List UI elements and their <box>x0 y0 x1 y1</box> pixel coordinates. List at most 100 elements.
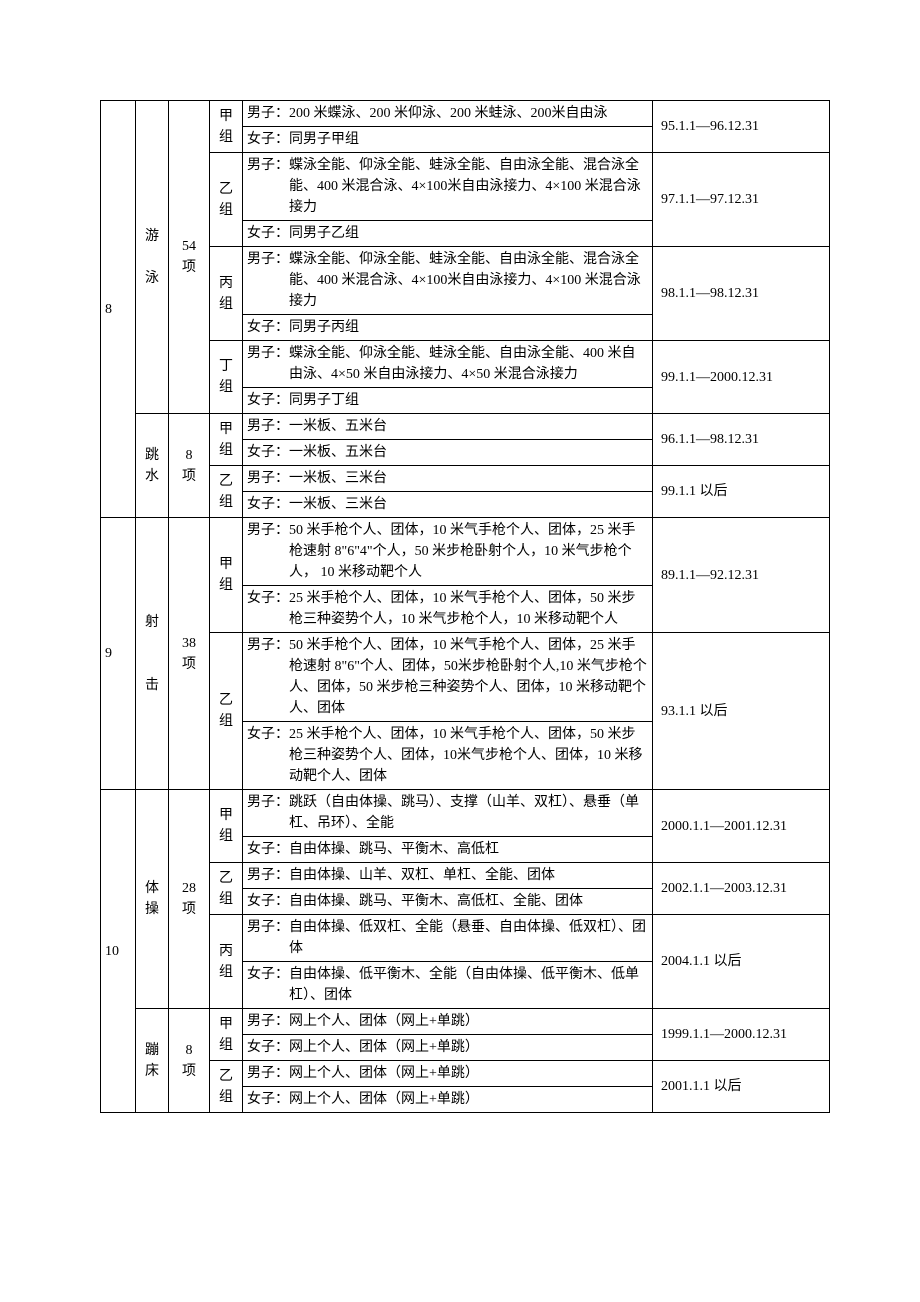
group-label: 乙组 <box>210 466 243 518</box>
event-count: 8项 <box>169 1009 210 1113</box>
gender-label: 女子： <box>247 226 289 241</box>
gender-label: 女子： <box>247 842 289 857</box>
group-label: 乙组 <box>210 153 243 247</box>
table-row: 乙组男子：自由体操、山羊、双杠、单杠、全能、团体2002.1.1—2003.12… <box>101 863 830 889</box>
group-label: 乙组 <box>210 633 243 790</box>
gender-label: 男子： <box>247 158 289 173</box>
table-row: 乙组男子：50 米手枪个人、团体，10 米气手枪个人、团体，25 米手枪速射 8… <box>101 633 830 722</box>
group-label: 甲组 <box>210 101 243 153</box>
date-range: 97.1.1—97.12.31 <box>653 153 830 247</box>
event-cell: 男子：50 米手枪个人、团体，10 米气手枪个人、团体，25 米手枪速射 8"6… <box>243 633 653 722</box>
table-row: 9射 击38项甲组男子：50 米手枪个人、团体，10 米气手枪个人、团体，25 … <box>101 518 830 586</box>
gender-label: 女子： <box>247 497 289 512</box>
event-text: 自由体操、低双杠、全能（悬垂、自由体操、低双杠）、团体 <box>289 920 646 956</box>
table-row: 10体操28项甲组男子：跳跃（自由体操、跳马）、支撑（山羊、双杠）、悬垂（单杠、… <box>101 790 830 837</box>
date-range: 89.1.1—92.12.31 <box>653 518 830 633</box>
sport-name: 游 泳 <box>136 101 169 414</box>
gender-label: 男子： <box>247 346 289 361</box>
group-label: 丁组 <box>210 341 243 414</box>
event-cell: 女子：一米板、五米台 <box>243 440 653 466</box>
date-range: 2002.1.1—2003.12.31 <box>653 863 830 915</box>
group-label: 乙组 <box>210 1061 243 1113</box>
table-row: 蹦床8项甲组男子：网上个人、团体（网上+单跳）1999.1.1—2000.12.… <box>101 1009 830 1035</box>
event-text: 一米板、三米台 <box>289 497 387 512</box>
event-text: 50 米手枪个人、团体，10 米气手枪个人、团体，25 米手枪速射 8"6"个人… <box>289 638 647 716</box>
date-range: 99.1.1—2000.12.31 <box>653 341 830 414</box>
sport-name: 射 击 <box>136 518 169 790</box>
gender-label: 男子： <box>247 1066 289 1081</box>
gender-label: 女子： <box>247 727 289 742</box>
date-range: 2004.1.1 以后 <box>653 915 830 1009</box>
event-text: 一米板、三米台 <box>289 471 387 486</box>
event-cell: 女子：网上个人、团体（网上+单跳） <box>243 1087 653 1113</box>
group-label: 甲组 <box>210 518 243 633</box>
event-text: 同男子甲组 <box>289 132 359 147</box>
date-range: 99.1.1 以后 <box>653 466 830 518</box>
gender-label: 男子： <box>247 795 289 810</box>
event-cell: 男子：跳跃（自由体操、跳马）、支撑（山羊、双杠）、悬垂（单杠、吊环）、全能 <box>243 790 653 837</box>
event-text: 网上个人、团体（网上+单跳） <box>289 1040 479 1055</box>
date-range: 96.1.1—98.12.31 <box>653 414 830 466</box>
table-row: 8游 泳54项甲组男子：200 米蝶泳、200 米仰泳、200 米蛙泳、200米… <box>101 101 830 127</box>
event-text: 一米板、五米台 <box>289 419 387 434</box>
gender-label: 女子： <box>247 1040 289 1055</box>
event-text: 网上个人、团体（网上+单跳） <box>289 1066 479 1081</box>
event-count: 28项 <box>169 790 210 1009</box>
event-cell: 女子：网上个人、团体（网上+单跳） <box>243 1035 653 1061</box>
table-row: 乙组男子：一米板、三米台99.1.1 以后 <box>101 466 830 492</box>
table-row: 丁组男子：蝶泳全能、仰泳全能、蛙泳全能、自由泳全能、400 米自由泳、4×50 … <box>101 341 830 388</box>
group-label: 甲组 <box>210 790 243 863</box>
event-text: 跳跃（自由体操、跳马）、支撑（山羊、双杠）、悬垂（单杠、吊环）、全能 <box>289 795 639 831</box>
event-cell: 女子：同男子丁组 <box>243 388 653 414</box>
event-text: 25 米手枪个人、团体，10 米气手枪个人、团体，50 米步枪三种姿势个人，10… <box>289 591 636 627</box>
event-cell: 男子：200 米蝶泳、200 米仰泳、200 米蛙泳、200米自由泳 <box>243 101 653 127</box>
event-text: 50 米手枪个人、团体，10 米气手枪个人、团体，25 米手枪速射 8"6"4"… <box>289 523 636 580</box>
group-label: 丙组 <box>210 247 243 341</box>
event-text: 蝶泳全能、仰泳全能、蛙泳全能、自由泳全能、混合泳全能、400 米混合泳、4×10… <box>289 158 641 215</box>
event-cell: 女子：同男子丙组 <box>243 315 653 341</box>
section-no: 9 <box>101 518 136 790</box>
date-range: 2001.1.1 以后 <box>653 1061 830 1113</box>
gender-label: 女子： <box>247 1092 289 1107</box>
gender-label: 男子： <box>247 252 289 267</box>
event-text: 网上个人、团体（网上+单跳） <box>289 1092 479 1107</box>
table-row: 跳水8项甲组男子：一米板、五米台96.1.1—98.12.31 <box>101 414 830 440</box>
event-text: 蝶泳全能、仰泳全能、蛙泳全能、自由泳全能、400 米自由泳、4×50 米自由泳接… <box>289 346 636 382</box>
event-cell: 男子：网上个人、团体（网上+单跳） <box>243 1009 653 1035</box>
table-row: 乙组男子：蝶泳全能、仰泳全能、蛙泳全能、自由泳全能、混合泳全能、400 米混合泳… <box>101 153 830 221</box>
gender-label: 女子： <box>247 591 289 606</box>
sport-name: 跳水 <box>136 414 169 518</box>
date-range: 98.1.1—98.12.31 <box>653 247 830 341</box>
event-cell: 女子：同男子甲组 <box>243 127 653 153</box>
event-text: 200 米蝶泳、200 米仰泳、200 米蛙泳、200米自由泳 <box>289 106 608 121</box>
event-cell: 男子：一米板、五米台 <box>243 414 653 440</box>
event-cell: 男子：蝶泳全能、仰泳全能、蛙泳全能、自由泳全能、400 米自由泳、4×50 米自… <box>243 341 653 388</box>
gender-label: 女子： <box>247 894 289 909</box>
section-no: 8 <box>101 101 136 518</box>
gender-label: 男子： <box>247 638 289 653</box>
event-text: 自由体操、低平衡木、全能（自由体操、低平衡木、低单杠）、团体 <box>289 967 639 1003</box>
group-label: 乙组 <box>210 863 243 915</box>
date-range: 1999.1.1—2000.12.31 <box>653 1009 830 1061</box>
gender-label: 男子： <box>247 1014 289 1029</box>
event-text: 网上个人、团体（网上+单跳） <box>289 1014 479 1029</box>
event-text: 蝶泳全能、仰泳全能、蛙泳全能、自由泳全能、混合泳全能、400 米混合泳、4×10… <box>289 252 641 309</box>
sport-name: 体操 <box>136 790 169 1009</box>
date-range: 93.1.1 以后 <box>653 633 830 790</box>
gender-label: 男子： <box>247 523 289 538</box>
event-text: 同男子乙组 <box>289 226 359 241</box>
event-cell: 女子：25 米手枪个人、团体，10 米气手枪个人、团体，50 米步枪三种姿势个人… <box>243 586 653 633</box>
event-cell: 男子：蝶泳全能、仰泳全能、蛙泳全能、自由泳全能、混合泳全能、400 米混合泳、4… <box>243 153 653 221</box>
gender-label: 男子： <box>247 868 289 883</box>
event-text: 自由体操、跳马、平衡木、高低杠 <box>289 842 499 857</box>
events-table: 8游 泳54项甲组男子：200 米蝶泳、200 米仰泳、200 米蛙泳、200米… <box>100 100 830 1113</box>
event-count: 38项 <box>169 518 210 790</box>
gender-label: 女子： <box>247 445 289 460</box>
event-cell: 男子：自由体操、山羊、双杠、单杠、全能、团体 <box>243 863 653 889</box>
gender-label: 男子： <box>247 471 289 486</box>
event-cell: 男子：一米板、三米台 <box>243 466 653 492</box>
event-cell: 男子：自由体操、低双杠、全能（悬垂、自由体操、低双杠）、团体 <box>243 915 653 962</box>
event-text: 同男子丁组 <box>289 393 359 408</box>
sport-name: 蹦床 <box>136 1009 169 1113</box>
gender-label: 男子： <box>247 419 289 434</box>
